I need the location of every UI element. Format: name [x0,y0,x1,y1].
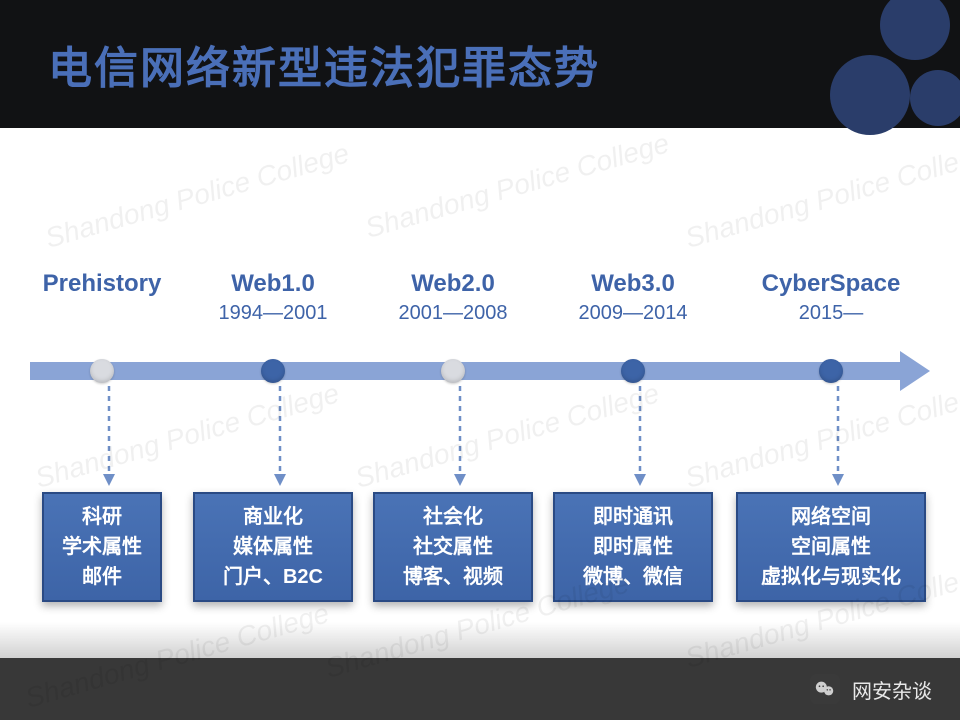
timeline-axis [30,354,930,388]
timeline-diagram: Prehistory Web1.0 1994—2001 Web2.0 2001—2008… [30,270,930,642]
era-range: 1994—2001 [219,302,328,325]
era-name: Web3.0 [579,270,688,298]
era-label: Web1.0 1994—2001 [219,270,328,325]
era-boxes-row: 科研学术属性邮件 商业化媒体属性门户、B2C 社会化社交属性博客、视频即时通讯即时属… [30,492,930,642]
era-box: 即时通讯即时属性微博、微信 [553,492,713,602]
era-name: CyberSpace [762,270,901,298]
era-labels-row: Prehistory Web1.0 1994—2001 Web2.0 2001—2008… [30,270,930,348]
era-name: Web2.0 [399,270,508,298]
era-label: Web2.0 2001—2008 [399,270,508,325]
decor-circle [910,70,960,126]
era-label: Web3.0 2009—2014 [579,270,688,325]
footer-bar: 网安杂谈 [0,658,960,720]
timeline-dot [819,359,843,383]
era-box-text: 即时通讯即时属性微博、微信 [583,502,683,592]
timeline-dot [441,359,465,383]
slide-title: 电信网络新型违法犯罪态势 [48,32,600,96]
watermark: Shandong Police College [362,127,673,244]
timeline-arrowhead [900,351,930,391]
decor-circle [880,0,950,60]
era-range: 2001—2008 [399,302,508,325]
era-label: CyberSpace 2015— [762,270,901,325]
era-box: 社会化社交属性博客、视频 [373,492,533,602]
era-box: 科研学术属性邮件 [42,492,162,602]
era-box: 商业化媒体属性门户、B2C [193,492,353,602]
timeline-dot [621,359,645,383]
decor-circle [830,55,910,135]
slide-header: 电信网络新型违法犯罪态势 [0,0,960,128]
watermark: Shandong Police College [682,137,960,254]
era-box-text: 网络空间空间属性虚拟化与现实化 [761,502,901,592]
header-decor-circles [760,0,960,128]
timeline-dot [90,359,114,383]
era-box: 网络空间空间属性虚拟化与现实化 [736,492,926,602]
era-box-text: 科研学术属性邮件 [62,502,142,592]
era-label: Prehistory [43,270,162,298]
era-box-text: 商业化媒体属性门户、B2C [223,502,323,592]
footer-source: 网安杂谈 [852,675,932,704]
timeline-bar [30,362,906,380]
era-range: 2015— [762,302,901,325]
era-name: Prehistory [43,270,162,298]
footer-gradient [0,622,960,658]
era-box-text: 社会化社交属性博客、视频 [403,502,503,592]
watermark: Shandong Police College [42,137,353,254]
wechat-icon [810,674,840,704]
timeline-dot [261,359,285,383]
era-range: 2009—2014 [579,302,688,325]
era-name: Web1.0 [219,270,328,298]
